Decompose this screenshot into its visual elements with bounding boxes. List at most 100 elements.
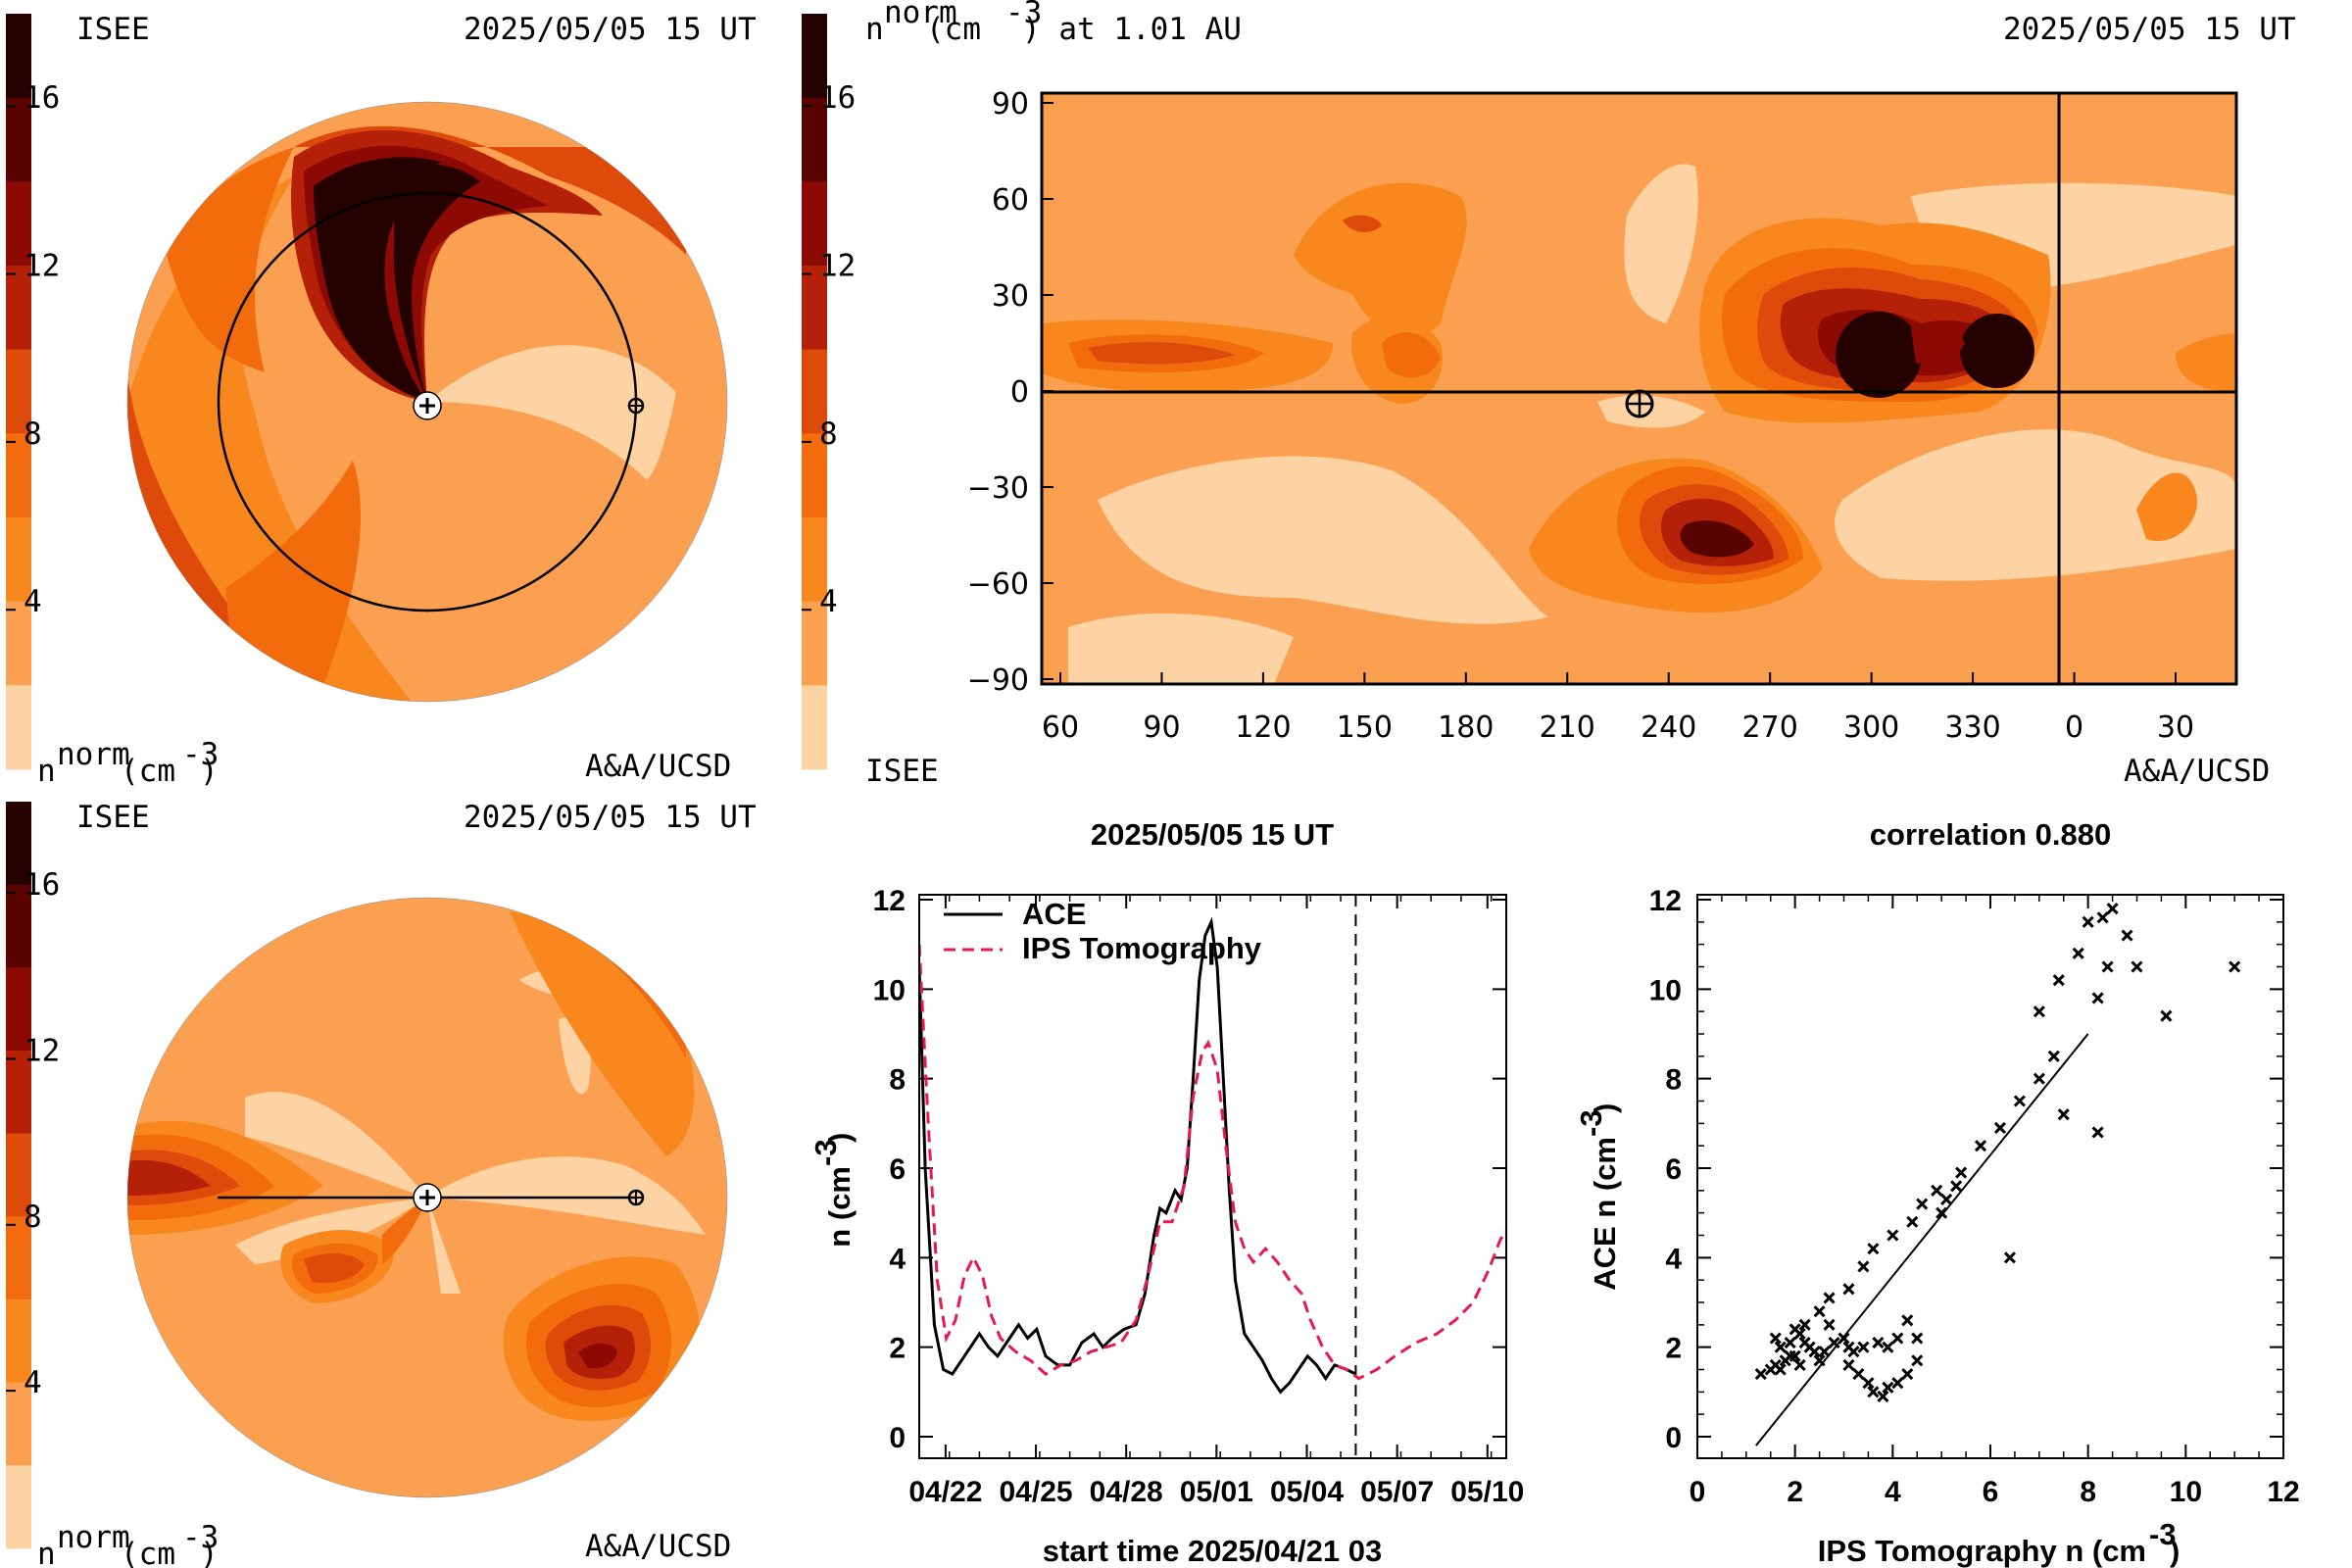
colorbar-tick-label: 16 [819, 80, 856, 116]
timeseries-x-label: start time 2025/04/21 03 [1043, 1534, 1382, 1568]
minor-tick [1697, 895, 2283, 1458]
y-tick-label: 4 [889, 1243, 906, 1275]
svg-text:n: n [865, 12, 884, 47]
contour-band [304, 1252, 365, 1284]
y-tick-label: 12 [873, 885, 906, 917]
x-tick-label: 12 [2267, 1476, 2299, 1508]
scatter-point [1774, 1341, 1787, 1353]
y-tick-label: 6 [889, 1153, 906, 1186]
colorbar-band [6, 181, 31, 267]
scatter-point [2091, 992, 2104, 1004]
svg-text:-3: -3 [1574, 1109, 1608, 1137]
scatter-point [1955, 1166, 1968, 1179]
scatter-title: correlation 0.880 [1870, 817, 2111, 852]
y-tick-label: 12 [1649, 885, 1682, 917]
scatter-point [1842, 1358, 1855, 1371]
scatter-point [1823, 1318, 1836, 1331]
contour-band [1068, 613, 1294, 684]
earth-icon [627, 397, 645, 415]
scatter-panel: correlation 0.880 0 2 4 6 8 10 12 0 2 4 6 8 10 12 IPS… [1574, 817, 2300, 1568]
map-frame [1040, 91, 2238, 686]
svg-text:) at 1.01 AU: ) at 1.01 AU [1022, 12, 1242, 47]
scatter-point [1808, 1346, 1821, 1358]
colorbar-band [802, 181, 827, 267]
scatter-point [1916, 1198, 1929, 1210]
svg-text:-3: -3 [182, 737, 219, 772]
contour-band [167, 147, 294, 372]
colorbar-tick-label: 12 [819, 249, 856, 284]
colorbar-band [6, 1299, 31, 1384]
x-tick-label: 05/01 [1180, 1476, 1253, 1508]
x-tick-label: 04/25 [999, 1476, 1072, 1508]
contour-band [1098, 456, 1548, 624]
scatter-point [1936, 1206, 1948, 1219]
y-tick-label: −90 [967, 663, 1029, 698]
colorbar-band [6, 1133, 31, 1217]
x-tick-label: 30 [2157, 710, 2194, 745]
x-tick-label: 300 [1843, 710, 1899, 745]
svg-text:norm: norm [57, 1520, 130, 1555]
scatter-point [1852, 1368, 1865, 1381]
scatter-point [1901, 1314, 1914, 1327]
colorbar-band [6, 601, 31, 686]
colorbar-band [6, 97, 31, 182]
colorbar-band [6, 802, 31, 886]
minor-tick [1697, 895, 2283, 1458]
x-tick-label: 04/28 [1090, 1476, 1163, 1508]
scatter-point [1911, 1354, 1924, 1367]
credit-label: A&A/UCSD [585, 1529, 731, 1564]
source-label: ISEE [76, 800, 150, 835]
scatter-point [2082, 915, 2094, 928]
y-tick-label: 10 [1649, 974, 1682, 1006]
scatter-axes: 0 2 4 6 8 10 12 0 2 4 6 8 10 12 [1649, 885, 2300, 1508]
y-tick-label: 0 [889, 1422, 906, 1454]
contour-band [427, 1156, 706, 1235]
scatter-point [1867, 1243, 1880, 1255]
scatter-point [1842, 1341, 1855, 1353]
svg-text:(cm: (cm [121, 1537, 175, 1568]
contour-band [578, 1343, 617, 1369]
scatter-point [1842, 1283, 1855, 1296]
scatter-point [1882, 1381, 1894, 1394]
contour-band [294, 125, 686, 255]
svg-text:IPS Tomography n (cm: IPS Tomography n (cm [1818, 1534, 2146, 1568]
colorbar-top-left: 16 12 8 4 [6, 14, 60, 770]
scatter-point [1793, 1358, 1806, 1371]
sun-icon [413, 1183, 442, 1212]
x-tick-label: 6 [1983, 1476, 1999, 1508]
minor-tick [1697, 895, 2283, 1458]
colorbar-tick-label: 16 [24, 867, 60, 903]
scatter-point [1857, 1341, 1870, 1353]
colorbar-top-right: 16 12 8 4 [802, 14, 856, 770]
scatter-point [1901, 1368, 1914, 1381]
earth-icon [627, 1189, 645, 1206]
scatter-point [2131, 960, 2143, 973]
scatter-point [1911, 1332, 1924, 1345]
x-tick-label: 60 [1042, 710, 1079, 745]
svg-text:n (cm: n (cm [822, 1166, 857, 1248]
x-tick-label: 150 [1337, 710, 1393, 745]
scatter-point [1906, 1215, 1919, 1228]
svg-text:norm: norm [884, 0, 957, 30]
colorbar-band [6, 1051, 31, 1135]
svg-text:n: n [37, 754, 56, 789]
scatter-point [1891, 1377, 1904, 1390]
contour-band [1835, 429, 2236, 581]
minor-tick [1697, 895, 2283, 1458]
minor-tick [1697, 895, 2283, 1458]
credit-label: A&A/UCSD [2124, 754, 2270, 789]
timestamp: 2025/05/05 15 UT [464, 800, 757, 835]
x-tick-label: 0 [1690, 1476, 1706, 1508]
y-tick-label: 2 [889, 1333, 906, 1365]
y-tick-label: 60 [992, 183, 1029, 218]
colorbar-band [6, 1465, 31, 1549]
scatter-point [1784, 1349, 1796, 1362]
minor-tick [1697, 895, 2283, 1458]
scatter-point [2091, 1126, 2104, 1139]
scatter-point [1857, 1260, 1870, 1273]
scatter-point [1788, 1323, 1801, 1336]
scatter-point [2013, 1095, 2026, 1107]
contour-band [225, 461, 362, 686]
contour-band [127, 1159, 211, 1196]
timeseries-lines [919, 895, 1506, 1458]
